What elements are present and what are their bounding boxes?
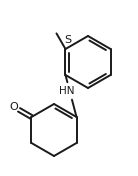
- Text: S: S: [64, 35, 71, 45]
- Text: O: O: [10, 102, 18, 112]
- Text: HN: HN: [59, 86, 74, 96]
